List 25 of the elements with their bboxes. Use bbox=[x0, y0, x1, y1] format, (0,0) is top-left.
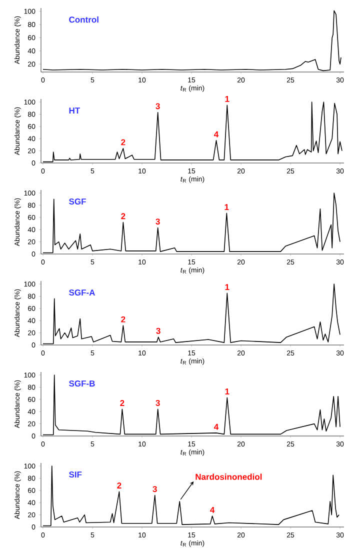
annotation: 1 bbox=[225, 96, 230, 102]
annotation: 2 bbox=[121, 213, 126, 220]
annotation: 4 bbox=[214, 131, 219, 138]
annotation: 1 bbox=[224, 204, 229, 210]
annotation: 3 bbox=[152, 486, 157, 492]
text: HT bbox=[69, 108, 80, 114]
annotation: 3 bbox=[156, 328, 160, 334]
annotation: 3 bbox=[156, 218, 160, 225]
line-series bbox=[42, 10, 342, 72]
annotation: 2 bbox=[117, 482, 122, 488]
text: SGF-B bbox=[69, 380, 95, 387]
annotation: Nardosinonediol bbox=[196, 474, 262, 480]
text: SIF bbox=[69, 472, 82, 478]
annotation: 4 bbox=[210, 506, 215, 513]
annotation: 3 bbox=[156, 103, 160, 110]
text: SGF bbox=[69, 198, 86, 205]
annotation: 3 bbox=[156, 400, 160, 406]
annotation: 1 bbox=[225, 388, 230, 394]
annotation: 2 bbox=[120, 400, 124, 406]
annotation: 4 bbox=[214, 424, 219, 430]
annotation: 1 bbox=[225, 284, 230, 290]
annotation: 2 bbox=[121, 316, 126, 322]
text: SGF-A bbox=[69, 290, 95, 296]
annotation: 2 bbox=[121, 139, 126, 146]
text: Control bbox=[69, 16, 98, 23]
